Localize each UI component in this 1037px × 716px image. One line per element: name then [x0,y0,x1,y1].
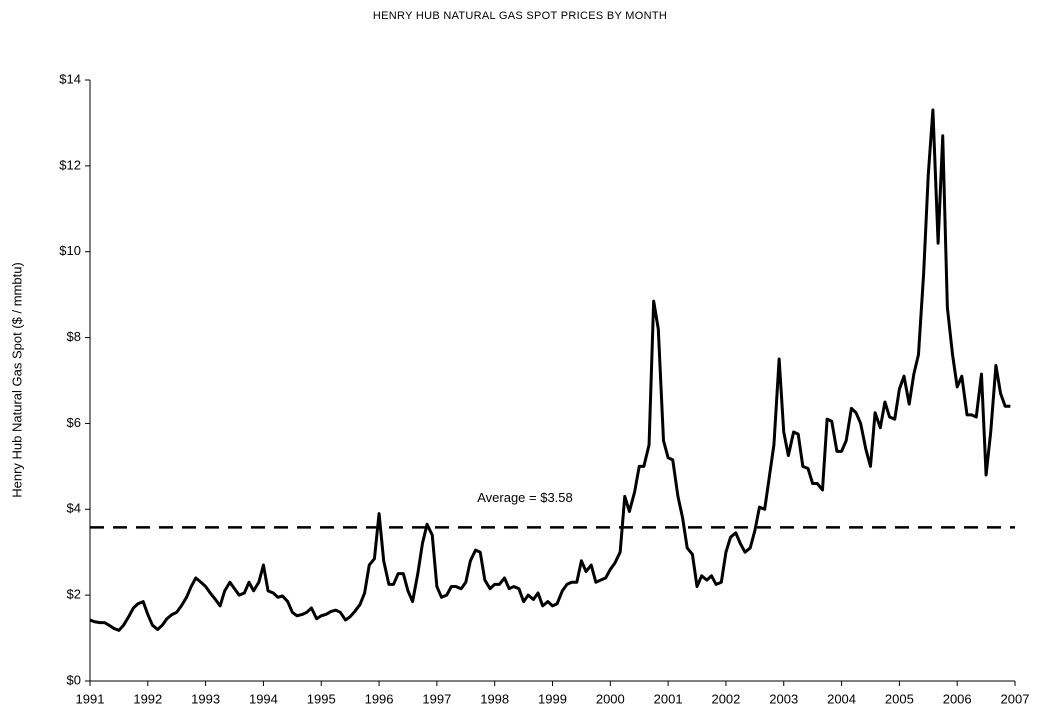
price-line [89,108,1011,632]
x-tick-label: 2005 [885,691,914,706]
y-tick-label: $4 [67,501,81,516]
x-tick-label: 1997 [422,691,451,706]
y-tick-label: $10 [59,243,81,258]
y-tick-label: $2 [67,587,81,602]
x-tick-label: 1996 [365,691,394,706]
x-tick-label: 2007 [1001,691,1030,706]
y-tick-label: $14 [59,71,81,86]
x-tick-label: 2002 [711,691,740,706]
x-tick-label: 1999 [538,691,567,706]
y-tick-label: $8 [67,329,81,344]
x-tick-label: 1994 [249,691,278,706]
x-tick-label: 1991 [76,691,105,706]
x-tick-label: 2001 [654,691,683,706]
y-tick-label: $6 [67,415,81,430]
x-tick-label: 1995 [307,691,336,706]
x-tick-label: 2006 [943,691,972,706]
x-tick-label: 1992 [133,691,162,706]
y-axis-label: Henry Hub Natural Gas Spot ($ / mmbtu) [9,262,24,498]
chart-title: HENRY HUB NATURAL GAS SPOT PRICES BY MON… [373,10,667,22]
x-tick-label: 1998 [480,691,509,706]
y-tick-label: $0 [67,672,81,687]
x-tick-label: 1993 [191,691,220,706]
x-tick-label: 2000 [596,691,625,706]
x-tick-label: 2004 [827,691,856,706]
y-tick-label: $12 [59,157,81,172]
x-tick-label: 2003 [769,691,798,706]
average-annotation: Average = $3.58 [477,490,573,505]
